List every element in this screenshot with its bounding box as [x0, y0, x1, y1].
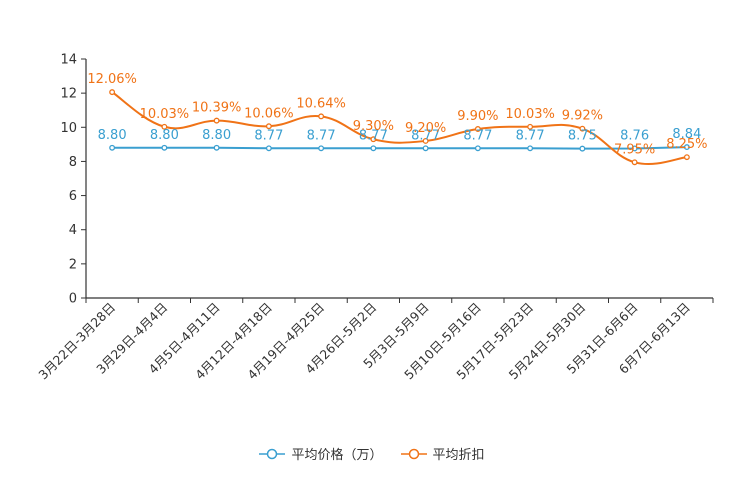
data-point — [422, 145, 429, 152]
data-label: 8.77 — [516, 128, 545, 143]
data-point — [631, 145, 638, 152]
data-point — [683, 154, 690, 161]
data-label: 8.77 — [411, 128, 440, 143]
data-point — [631, 159, 638, 166]
data-label: 10.39% — [192, 101, 242, 116]
legend-line-marker-icon — [400, 448, 427, 459]
data-label: 8.75 — [568, 129, 597, 144]
data-label: 8.77 — [463, 128, 492, 143]
data-point — [370, 145, 377, 152]
data-label: 9.90% — [457, 109, 498, 124]
data-point — [109, 144, 116, 151]
data-point — [318, 145, 325, 152]
data-label: 10.64% — [296, 96, 346, 111]
y-tick-label: 0 — [69, 292, 77, 307]
data-point — [579, 125, 586, 132]
data-point — [265, 145, 272, 152]
data-point — [161, 144, 168, 151]
y-tick-label: 2 — [69, 257, 77, 272]
data-label: 9.30% — [353, 119, 394, 134]
legend: 平均价格（万） 平均折扣 — [0, 444, 744, 463]
y-tick-label: 6 — [69, 189, 77, 204]
legend-item-avg-discount[interactable]: 平均折扣 — [400, 444, 485, 463]
data-point — [109, 89, 116, 96]
data-labels-layer: 8.80 8.80 8.80 8.77 8.77 8.77 8.77 8.77 8.77 8.75… — [87, 72, 707, 157]
data-point — [213, 144, 220, 151]
data-label: 12.06% — [87, 72, 137, 87]
data-point — [527, 123, 534, 130]
data-label: 10.03% — [505, 107, 555, 122]
y-tick-label: 8 — [69, 155, 77, 170]
data-label: 8.77 — [307, 128, 336, 143]
data-point — [579, 145, 586, 152]
data-label: 8.77 — [359, 128, 388, 143]
data-label: 8.76 — [620, 128, 649, 143]
data-label: 7.95% — [614, 142, 655, 157]
data-point — [422, 137, 429, 144]
data-label: 8.80 — [98, 128, 127, 143]
data-label: 8.25% — [666, 137, 707, 152]
line-chart: 024681012143月22日-3月28日3月29日-4月4日4月5日-4月1… — [35, 53, 714, 382]
y-tick-label: 12 — [60, 87, 77, 102]
data-label: 8.80 — [202, 128, 231, 143]
data-label: 10.03% — [140, 107, 190, 122]
data-label: 8.80 — [150, 128, 179, 143]
legend-label-avg-discount: 平均折扣 — [432, 448, 485, 463]
legend-item-avg-price[interactable]: 平均价格（万） — [259, 444, 383, 463]
legend-label-avg-price: 平均价格（万） — [291, 448, 383, 463]
y-tick-label: 10 — [60, 121, 77, 136]
series-layer — [109, 89, 690, 166]
legend-line-marker-icon — [259, 448, 286, 459]
data-point — [318, 113, 325, 120]
data-label: 10.06% — [244, 106, 294, 121]
data-point — [474, 126, 481, 132]
data-point — [213, 117, 220, 124]
data-point — [265, 123, 272, 130]
data-label: 8.84 — [672, 127, 701, 142]
series-line-0 — [112, 146, 687, 150]
data-label: 9.92% — [562, 109, 603, 124]
data-point — [370, 136, 377, 143]
y-tick-label: 4 — [69, 223, 77, 238]
chart-axes: 024681012143月22日-3月28日3月29日-4月4日4月5日-4月1… — [35, 53, 714, 382]
data-point — [474, 145, 481, 152]
y-tick-label: 14 — [60, 53, 77, 68]
data-point — [527, 145, 534, 152]
data-point — [683, 144, 690, 151]
data-label: 9.20% — [405, 121, 446, 136]
data-label: 8.77 — [254, 128, 283, 143]
data-point — [161, 123, 168, 130]
series-line-1 — [111, 91, 688, 166]
